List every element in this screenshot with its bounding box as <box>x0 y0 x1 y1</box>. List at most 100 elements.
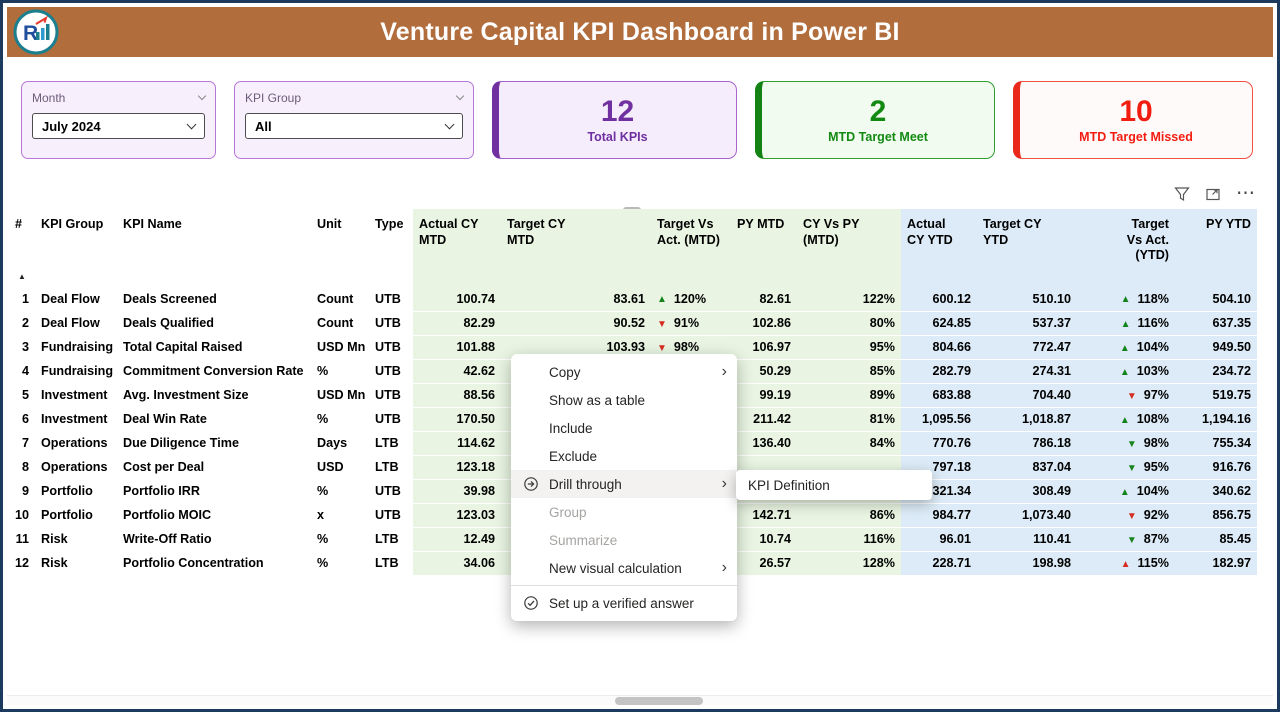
table-row[interactable]: 3 Fundraising Total Capital Raised USD Mn UT… <box>9 335 1257 360</box>
target-vs-actual-pct: 92% <box>1143 508 1169 522</box>
cell-name: Due Diligence Time <box>117 431 311 456</box>
target-vs-actual-pct: 87% <box>1143 532 1169 546</box>
cell-type: UTB <box>369 479 413 504</box>
table-row[interactable]: 10 Portfolio Portfolio MOIC x UTB 123.03 142.7… <box>9 503 1257 528</box>
cell-actual_ytd: 1,095.56 <box>901 407 977 432</box>
cell-type: UTB <box>369 335 413 360</box>
column-header-target-cy-mtd[interactable]: Target CY MTD <box>501 209 651 287</box>
cell-target_ytd: 704.40 <box>977 383 1077 408</box>
horizontal-scrollbar-thumb[interactable] <box>615 697 703 705</box>
cell-actual_mtd: 88.56 <box>413 383 501 408</box>
cell-cy_vs_py_mtd: 116% <box>797 527 901 552</box>
column-header-py-mtd[interactable]: PY MTD <box>731 209 797 287</box>
cell-tva_ytd: ▲ 103% <box>1077 359 1175 384</box>
cell-name: Total Capital Raised <box>117 335 311 360</box>
drill-through-icon <box>523 476 539 492</box>
cell-tva_ytd: ▼ 87% <box>1077 527 1175 552</box>
month-dropdown[interactable]: July 2024 <box>32 113 205 139</box>
column-header-num[interactable]: # ▲ <box>15 217 26 281</box>
table-row[interactable]: 1 Deal Flow Deals Screened Count UTB 100.74 83… <box>9 287 1257 312</box>
column-header-kpi-name[interactable]: KPI Name <box>123 217 182 231</box>
table-row[interactable]: 7 Operations Due Diligence Time Days LTB 114.… <box>9 431 1257 456</box>
menu-item-label: Include <box>549 420 593 436</box>
cell-tva_ytd: ▲ 108% <box>1077 407 1175 432</box>
column-header-target-vs-act-mtd[interactable]: Target Vs Act. (MTD) <box>651 209 731 287</box>
cell-name: Avg. Investment Size <box>117 383 311 408</box>
focus-mode-icon[interactable] <box>1205 186 1221 202</box>
column-header-actual-cy-mtd[interactable]: Actual CY MTD <box>413 209 501 287</box>
cell-group: Fundraising <box>35 335 117 360</box>
menu-item-set-up-a-verified-answer[interactable]: Set up a verified answer <box>511 589 737 617</box>
down-arrow-icon: ▼ <box>657 318 667 330</box>
cell-actual_mtd: 123.03 <box>413 503 501 528</box>
cell-actual_mtd: 170.50 <box>413 407 501 432</box>
target-vs-actual-pct: 104% <box>1136 484 1169 498</box>
table-header-row: # ▲ KPI Group KPI Name Unit Type Actual C… <box>9 209 1257 287</box>
cell-actual_mtd: 42.62 <box>413 359 501 384</box>
cell-target_ytd: 308.49 <box>977 479 1077 504</box>
menu-item-exclude[interactable]: Exclude <box>511 442 737 470</box>
cell-num: 4 <box>9 359 35 384</box>
down-arrow-icon: ▼ <box>1126 510 1137 522</box>
menu-item-new-visual-calculation[interactable]: New visual calculation › <box>511 554 737 582</box>
column-header-actual-cy-ytd[interactable]: Actual CY YTD <box>901 209 977 287</box>
cell-cy_vs_py_mtd: 85% <box>797 359 901 384</box>
cell-py_mtd: 26.57 <box>731 551 797 576</box>
verified-answer-icon <box>523 595 539 611</box>
cell-unit: % <box>311 359 369 384</box>
column-header-type[interactable]: Type <box>375 217 404 231</box>
menu-item-drill-through[interactable]: Drill through › <box>511 470 737 498</box>
chevron-down-icon[interactable] <box>197 91 207 101</box>
menu-item-kpi-definition[interactable]: KPI Definition <box>736 470 932 500</box>
cell-target_ytd: 510.10 <box>977 287 1077 312</box>
cell-actual_ytd: 600.12 <box>901 287 977 312</box>
column-header-unit[interactable]: Unit <box>317 217 342 231</box>
cell-num: 1 <box>9 287 35 312</box>
cell-unit: USD Mn <box>311 335 369 360</box>
more-options-icon[interactable]: ⋯ <box>1236 183 1255 204</box>
cell-target_ytd: 772.47 <box>977 335 1077 360</box>
kpi-group-dropdown[interactable]: All <box>245 113 463 139</box>
column-header-py-ytd[interactable]: PY YTD <box>1175 209 1257 287</box>
target-vs-actual-pct: 91% <box>673 316 700 330</box>
cell-cy_vs_py_mtd: 128% <box>797 551 901 576</box>
cell-unit: % <box>311 407 369 432</box>
cell-group: Deal Flow <box>35 311 117 336</box>
up-arrow-icon: ▲ <box>1119 366 1130 378</box>
cell-num: 12 <box>9 551 35 576</box>
cell-py_ytd: 504.10 <box>1175 287 1257 312</box>
column-header-target-vs-act-ytd[interactable]: Target Vs Act. (YTD) <box>1077 209 1175 287</box>
cell-actual_mtd: 123.18 <box>413 455 501 480</box>
cell-unit: % <box>311 527 369 552</box>
cell-group: Risk <box>35 527 117 552</box>
cell-actual_mtd: 101.88 <box>413 335 501 360</box>
menu-item-include[interactable]: Include <box>511 414 737 442</box>
cell-actual_ytd: 96.01 <box>901 527 977 552</box>
cell-unit: USD <box>311 455 369 480</box>
column-header-target-cy-ytd[interactable]: Target CY YTD <box>977 209 1077 287</box>
dashboard-title: Venture Capital KPI Dashboard in Power B… <box>380 17 900 46</box>
chevron-right-icon: › <box>721 559 727 576</box>
cell-py_mtd: 142.71 <box>731 503 797 528</box>
cell-type: UTB <box>369 359 413 384</box>
column-header-kpi-group[interactable]: KPI Group <box>41 217 104 231</box>
column-header-cy-vs-py-mtd[interactable]: CY Vs PY (MTD) <box>797 209 901 287</box>
horizontal-scrollbar[interactable] <box>7 695 1273 705</box>
filter-icon[interactable] <box>1174 186 1190 202</box>
cell-unit: x <box>311 503 369 528</box>
chevron-down-icon[interactable] <box>455 91 465 101</box>
target-vs-actual-pct: 98% <box>673 340 700 354</box>
cell-group: Investment <box>35 383 117 408</box>
cell-actual_ytd: 228.71 <box>901 551 977 576</box>
cell-unit: % <box>311 479 369 504</box>
month-dropdown-value: July 2024 <box>42 118 101 134</box>
table-row[interactable]: 2 Deal Flow Deals Qualified Count UTB 82.29 90… <box>9 311 1257 336</box>
menu-item-copy[interactable]: Copy › <box>511 358 737 386</box>
kpi-group-filter-header: KPI Group <box>245 91 465 105</box>
target-vs-actual-pct: 95% <box>1143 460 1169 474</box>
cell-tva_ytd: ▼ 97% <box>1077 383 1175 408</box>
context-submenu: KPI Definition <box>736 470 932 500</box>
cell-unit: USD Mn <box>311 383 369 408</box>
cell-py_ytd: 340.62 <box>1175 479 1257 504</box>
menu-item-show-as-a-table[interactable]: Show as a table <box>511 386 737 414</box>
